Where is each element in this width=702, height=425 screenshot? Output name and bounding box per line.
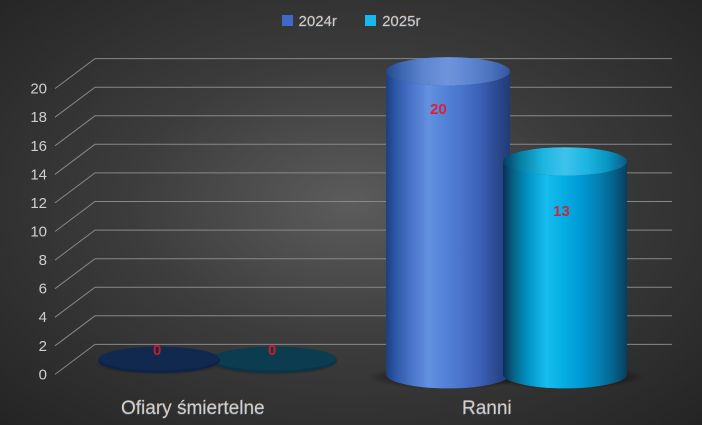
svg-text:18: 18 (30, 109, 47, 126)
svg-text:0: 0 (39, 366, 47, 383)
svg-text:4: 4 (39, 309, 47, 326)
svg-text:16: 16 (30, 138, 47, 155)
svg-text:2: 2 (39, 338, 47, 355)
svg-text:14: 14 (30, 166, 47, 183)
svg-text:20: 20 (30, 81, 47, 98)
svg-text:10: 10 (30, 224, 47, 241)
svg-text:12: 12 (30, 195, 47, 212)
svg-text:8: 8 (39, 252, 47, 269)
svg-text:6: 6 (39, 281, 47, 298)
